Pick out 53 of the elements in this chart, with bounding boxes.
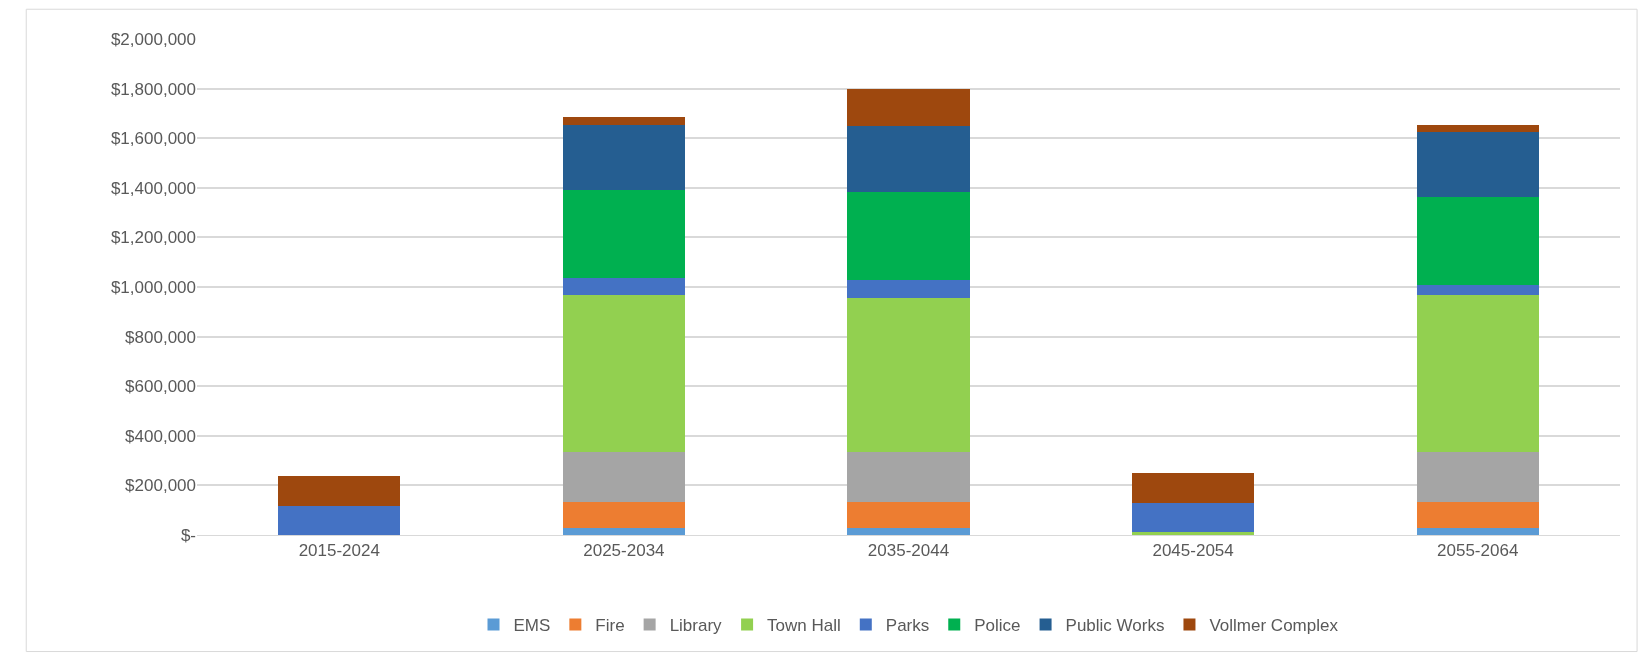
bar [562,452,686,502]
y-tick-label: $400,000 [125,426,196,446]
bar [562,527,686,535]
bar [562,117,686,125]
y-tick-label: $1,600,000 [110,129,196,149]
x-tick-label: 2025-2034 [583,541,665,561]
bar [847,452,970,502]
y-tick-label: $600,000 [125,377,196,397]
legend-label: Fire [595,616,625,636]
bar [1416,452,1539,502]
legend-label: Town Hall [767,616,841,636]
bar [1131,473,1255,503]
bar [1416,131,1539,197]
bar [1131,502,1255,532]
bar [562,189,686,278]
bar [847,501,970,528]
bar [847,527,970,535]
y-tick-label: $- [180,525,196,545]
bar [847,279,970,299]
bar [1416,124,1539,132]
bar [847,88,970,127]
legend-label: Police [974,616,1021,636]
y-tick-label: $1,400,000 [110,178,196,198]
bar [1416,527,1539,535]
bar [562,501,686,528]
y-tick-label: $200,000 [125,476,196,496]
legend-label: Vollmer Complex [1209,616,1339,636]
x-tick-label: 2015-2024 [298,541,380,561]
y-tick-label: $2,000,000 [110,29,196,49]
legend-label: EMS [513,616,551,636]
legend-label: Library [669,616,723,636]
bar [1131,531,1255,535]
bar [1416,295,1539,453]
bar [847,298,970,453]
bar [1416,196,1539,286]
legend-label: Parks [885,616,930,636]
bar [562,277,686,296]
y-tick-label: $1,800,000 [110,79,196,99]
x-tick-label: 2045-2054 [1152,541,1234,561]
y-tick-label: $1,000,000 [110,277,196,297]
x-tick-label: 2035-2044 [867,541,950,561]
bar [1416,285,1539,296]
bar [1416,501,1539,528]
x-tick-label: 2055-2064 [1437,541,1519,561]
bar [278,475,401,506]
bar [847,191,970,280]
bar [278,505,401,535]
legend-label: Public Works [1065,616,1165,636]
y-tick-label: $1,200,000 [110,228,196,248]
bar [847,126,970,192]
y-tick-label: $800,000 [125,327,196,347]
bar [562,124,686,190]
bar [562,295,686,453]
